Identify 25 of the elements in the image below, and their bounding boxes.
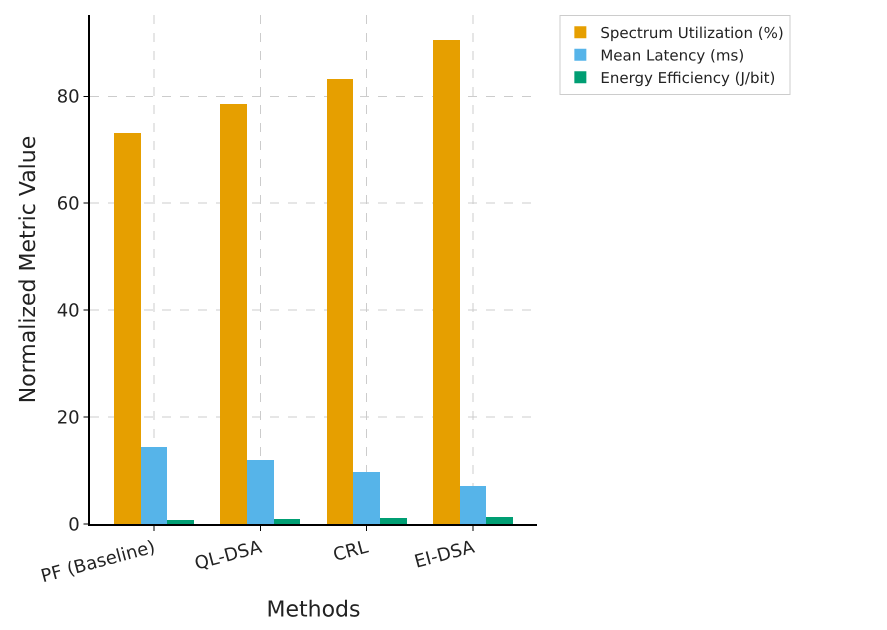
- y-axis-title: Normalized Metric Value: [16, 136, 42, 404]
- bar: [486, 517, 513, 524]
- bar: [460, 486, 486, 524]
- x-axis-title: Methods: [266, 598, 360, 623]
- bar: [167, 520, 194, 524]
- y-tick-label: 0: [68, 514, 80, 536]
- legend-label: Mean Latency (ms): [600, 46, 744, 65]
- legend-label: Spectrum Utilization (%): [600, 24, 784, 42]
- y-tick-label: 20: [56, 407, 80, 428]
- bar: [141, 447, 167, 524]
- x-tick-label: CRL: [330, 536, 370, 566]
- bar: [380, 518, 407, 524]
- bar: [114, 133, 141, 524]
- bar: [353, 472, 380, 524]
- bar: [274, 519, 300, 524]
- y-tick-label: 80: [56, 86, 80, 108]
- bar: [247, 460, 274, 524]
- bar: [327, 79, 353, 524]
- y-tick-label: 40: [56, 300, 80, 322]
- x-tick-label: QL-DSA: [192, 536, 265, 575]
- bar: [220, 104, 247, 524]
- y-tick-label: 60: [56, 194, 80, 214]
- legend-label: Energy Efficiency (J/bit): [600, 69, 776, 88]
- bar: [433, 40, 460, 524]
- x-tick-label: EI-DSA: [412, 536, 478, 573]
